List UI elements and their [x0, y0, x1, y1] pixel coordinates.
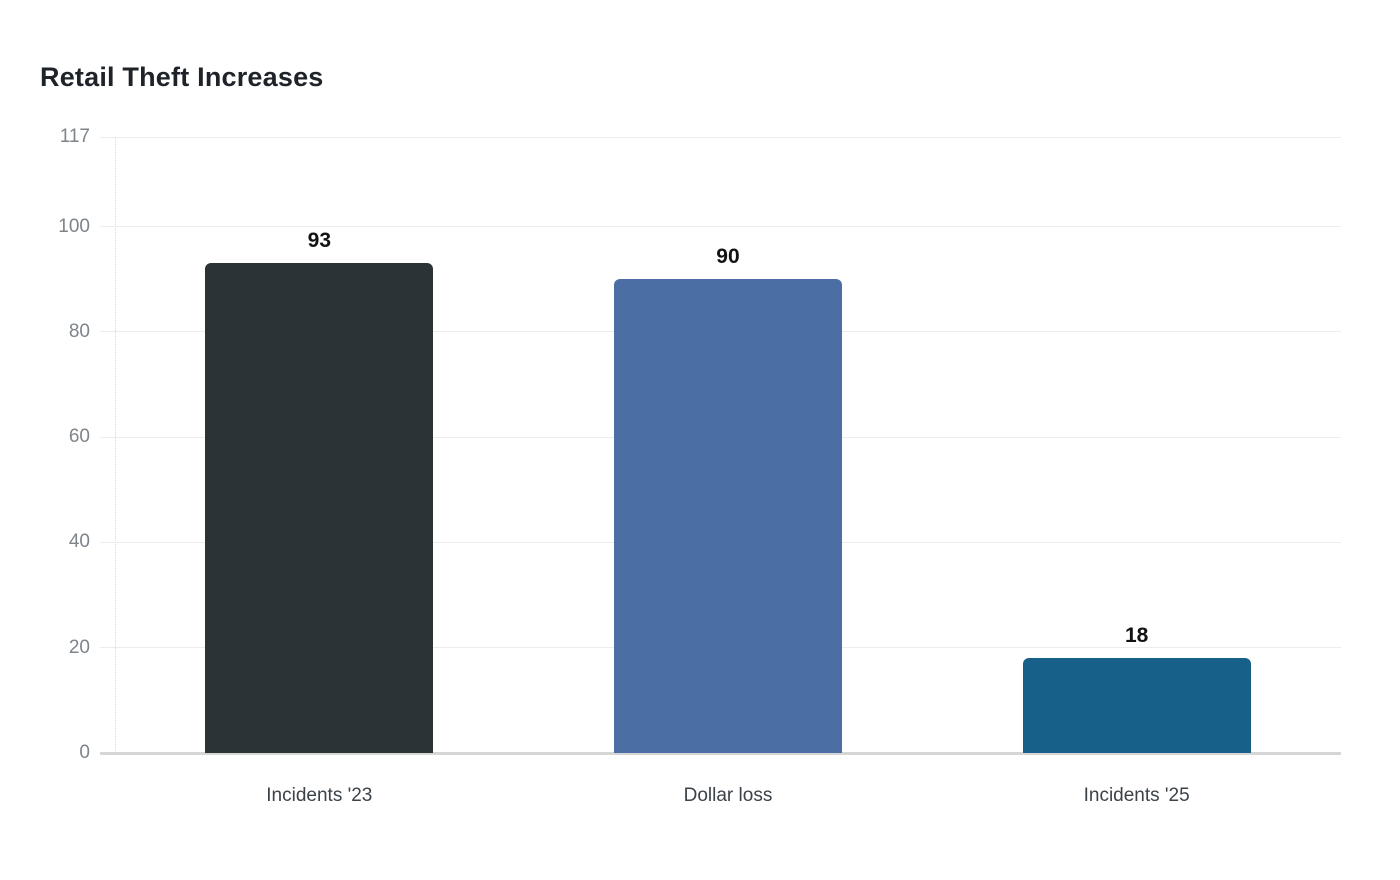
- y-tick-label: 60: [68, 426, 90, 448]
- gridline: [100, 136, 1341, 138]
- y-tick-label: 117: [59, 126, 90, 147]
- bar-value-label: 93: [307, 229, 331, 253]
- x-axis-baseline: [100, 751, 1341, 755]
- y-axis-line: [115, 137, 116, 753]
- y-tick-label: 80: [68, 320, 90, 342]
- bar-value-label: 18: [1124, 624, 1149, 648]
- bar-dollar-loss: [614, 279, 842, 753]
- category-label: Incidents '25: [1083, 785, 1190, 806]
- y-tick-label: 20: [68, 636, 90, 658]
- y-tick-label: 40: [68, 531, 90, 553]
- category-label: Incidents '23: [266, 785, 373, 806]
- y-tick-label: 0: [79, 742, 90, 763]
- y-tick-label: 100: [58, 215, 90, 237]
- bar-incidents-23: [205, 263, 434, 753]
- category-label: Dollar loss: [683, 785, 773, 806]
- chart-title: Retail Theft Increases: [40, 62, 324, 92]
- bar-value-label: 90: [716, 245, 740, 269]
- bar-incidents-25: [1022, 658, 1251, 753]
- gridline: [100, 226, 1341, 227]
